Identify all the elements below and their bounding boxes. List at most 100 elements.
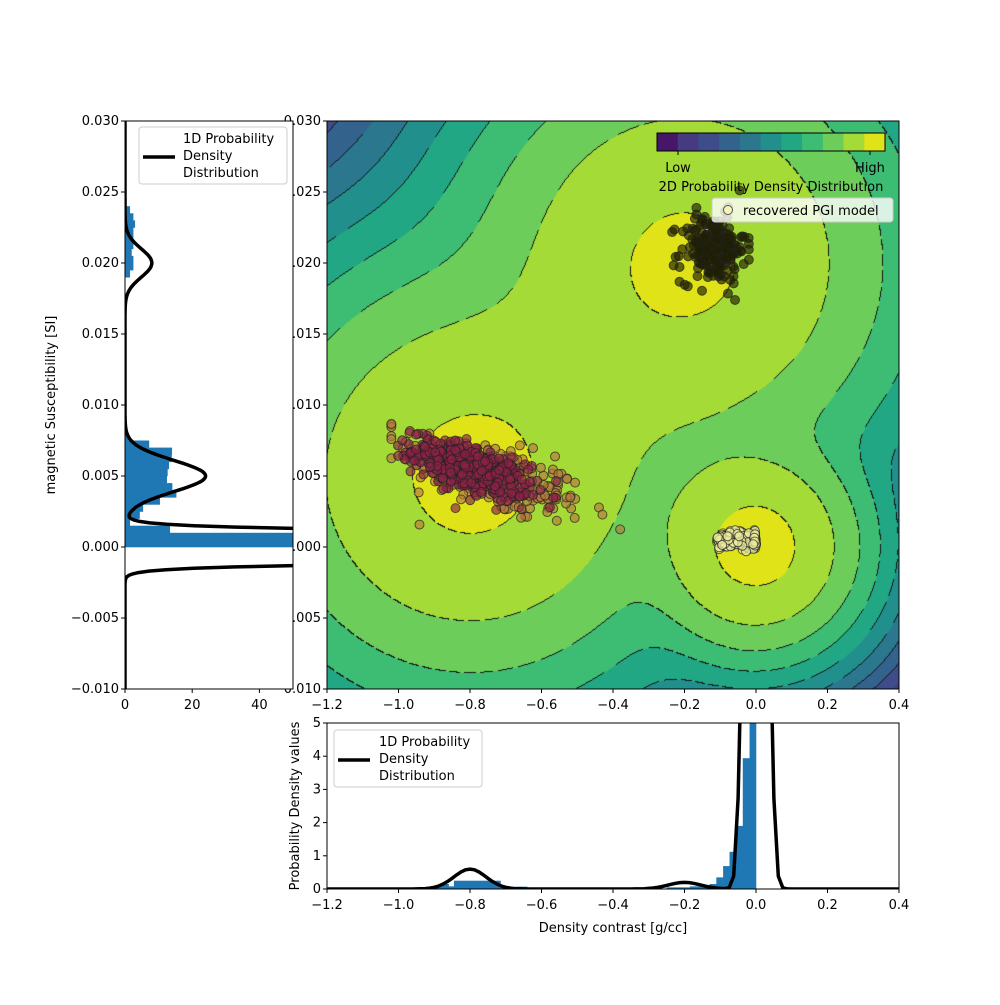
scatter-point — [710, 227, 721, 238]
scatter-point — [722, 288, 733, 299]
histogram-bar — [125, 454, 172, 463]
bottom-legend: 1D Probability Density Distribution — [333, 729, 483, 788]
bottom-x-tick-label: 0.2 — [817, 898, 838, 913]
scatter-point — [414, 519, 425, 530]
scatter-point — [615, 524, 626, 535]
scatter-point — [730, 294, 741, 305]
left-y-tick-label: 0.025 — [82, 185, 119, 200]
left-legend: 1D Probability Density Distribution — [138, 126, 288, 185]
scatter-point — [701, 243, 712, 254]
scatter-point — [667, 227, 678, 238]
scatter-point — [548, 492, 559, 503]
legend-marker-icon — [723, 205, 733, 215]
scatter-point — [734, 531, 745, 542]
scatter-point — [490, 481, 501, 492]
scatter-point — [466, 477, 477, 488]
scatter-point — [495, 495, 506, 506]
histogram-bar — [125, 220, 136, 228]
histogram-bar — [125, 518, 131, 526]
main-x-tick-label: 0.4 — [889, 698, 910, 713]
scatter-point — [437, 472, 448, 483]
histogram-bar — [125, 483, 173, 491]
scatter-point — [506, 488, 517, 499]
scatter-point — [445, 467, 456, 478]
bottom-y-tick-label: 2 — [313, 816, 321, 831]
bottom-legend-line-1: 1D Probability — [379, 735, 470, 750]
scatter-point — [450, 445, 461, 456]
left-y-tick-label: −0.010 — [71, 682, 119, 697]
scatter-point — [386, 418, 397, 429]
bottom-x-tick-label: 0.0 — [746, 898, 767, 913]
scatter-point — [550, 476, 561, 487]
main-x-tick-label: 0.0 — [746, 698, 767, 713]
scatter-point — [514, 491, 525, 502]
histogram-bar — [125, 511, 140, 519]
main-x-tick-label: −0.8 — [454, 698, 486, 713]
left-legend-line-1: 1D Probability — [183, 132, 274, 147]
histogram-bar — [689, 886, 710, 889]
colorbar-swatch — [657, 133, 679, 151]
scatter-point — [544, 502, 555, 513]
colorbar-swatch — [760, 133, 782, 151]
scatter-point — [491, 504, 502, 515]
scatter-point — [413, 487, 424, 498]
scatter-point — [456, 494, 467, 505]
bottom-x-tick-label: −0.4 — [597, 898, 629, 913]
bottom-y-tick-label: 0 — [313, 882, 321, 897]
scatter-point — [494, 453, 505, 464]
scatter-point — [724, 239, 735, 250]
main-x-tick-label: −1.2 — [311, 698, 343, 713]
scatter-point — [516, 512, 527, 523]
bottom-x-tick-label: −0.2 — [669, 898, 701, 913]
left-y-tick-label: 0.015 — [82, 327, 119, 342]
histogram-bar — [125, 532, 293, 541]
scatter-point — [535, 462, 546, 473]
scatter-point — [476, 465, 487, 476]
colorbar-swatch — [677, 133, 699, 151]
scatter-point — [570, 477, 581, 488]
colorbar-swatch — [739, 133, 762, 151]
colorbar-swatch — [822, 133, 845, 151]
histogram-bar — [125, 227, 134, 235]
colorbar-swatch — [698, 133, 720, 151]
histogram-bar — [749, 723, 757, 889]
scatter-point — [677, 244, 688, 255]
left-y-tick-label: 0.000 — [82, 540, 119, 555]
scatter-point — [393, 450, 404, 461]
scatter-point — [476, 486, 487, 497]
scatter-point — [597, 509, 608, 520]
bottom-y-tick-label: 4 — [313, 749, 321, 764]
bottom-x-tick-label: −0.8 — [454, 898, 486, 913]
left-y-tick-label: 0.005 — [82, 469, 119, 484]
histogram-bar — [723, 866, 730, 889]
scatter-point — [689, 213, 700, 224]
histogram-bar — [125, 490, 177, 498]
scatter-point — [528, 443, 539, 454]
scatter-point — [722, 531, 733, 542]
bottom-histogram-bars — [418, 723, 757, 889]
bottom-x-tick-label: −1.0 — [383, 898, 415, 913]
bottom-y-tick-label: 3 — [313, 782, 321, 797]
scatter-point — [430, 436, 441, 447]
histogram-bar — [125, 497, 160, 505]
left-x-tick-label: 0 — [121, 698, 129, 713]
scatter-point — [418, 469, 429, 480]
main-legend: recovered PGI model — [711, 197, 894, 223]
scatter-point — [696, 285, 707, 296]
bottom-x-tick-label: 0.4 — [889, 898, 910, 913]
histogram-bar — [448, 886, 455, 889]
left-y-tick-label: 0.030 — [82, 114, 119, 129]
scatter-point — [516, 504, 527, 515]
colorbar-low-label: Low — [665, 161, 691, 176]
scatter-point — [734, 185, 745, 196]
histogram-bar — [453, 880, 501, 889]
scatter-point — [480, 456, 491, 467]
bottom-x-axis-label: Density contrast [g/cc] — [539, 921, 687, 936]
scatter-point — [411, 429, 422, 440]
scatter-point — [708, 254, 719, 265]
bottom-y-axis-label: Probability Density values — [288, 721, 303, 890]
histogram-bar — [125, 213, 134, 221]
colorbar-swatch — [864, 133, 886, 151]
colorbar-title: 2D Probability Density Distribution — [659, 180, 884, 195]
histogram-bar — [125, 468, 168, 477]
